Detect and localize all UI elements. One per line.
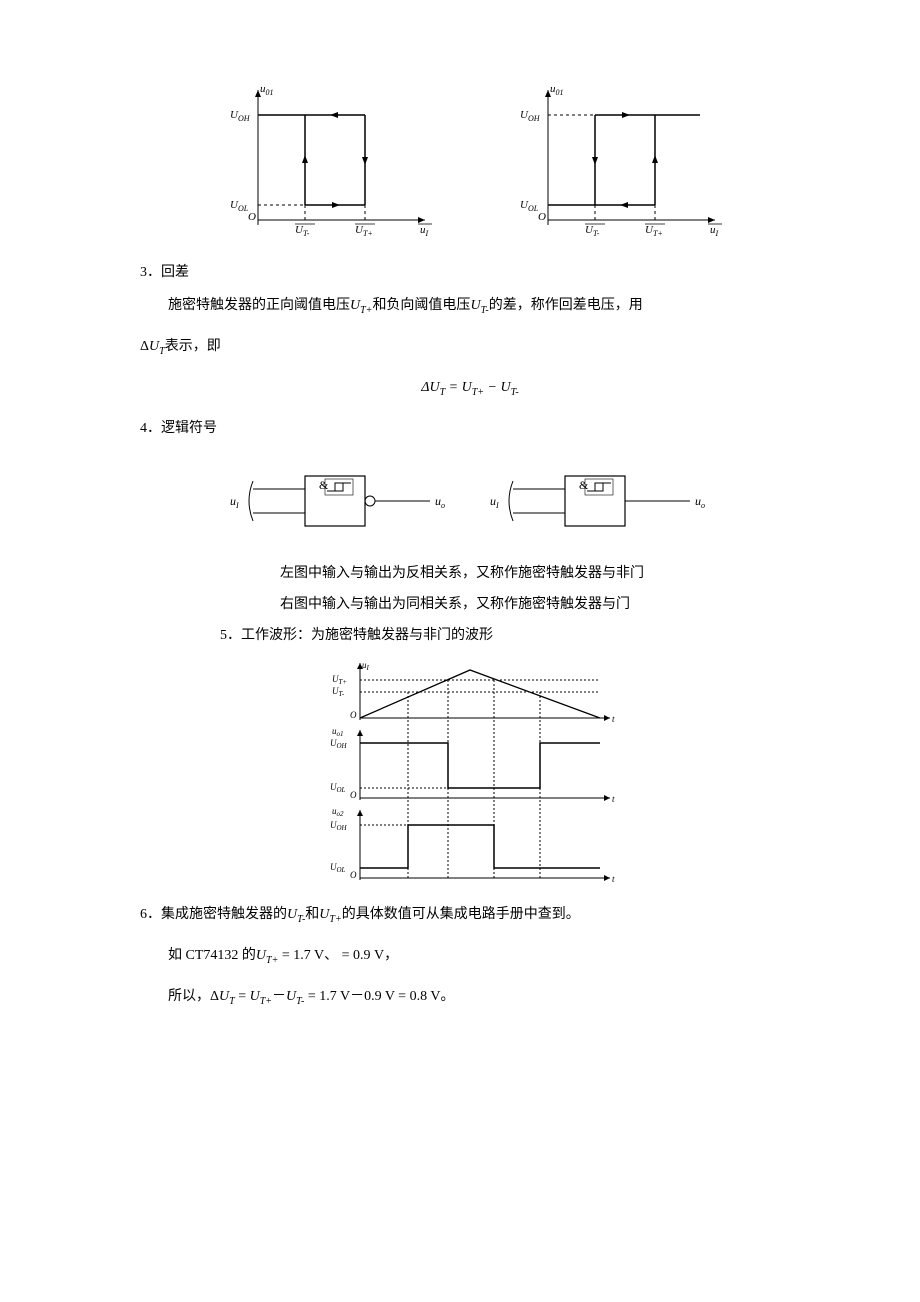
sec6-heading: 6．集成施密特触发器的UT-和UT+的具体数值可从集成电路手册中查到。 [140, 902, 800, 929]
svg-text:uI: uI [490, 494, 499, 510]
svg-text:uo2: uo2 [332, 806, 344, 818]
svg-text:uI: uI [710, 224, 719, 238]
svg-text:t: t [612, 794, 615, 804]
svg-text:uI: uI [230, 494, 239, 510]
svg-text:uI: uI [362, 660, 370, 672]
logic-symbol-row: uI & uo uI & uo [140, 461, 800, 541]
svg-text:u01: u01 [260, 83, 274, 97]
sec4-caption2: 右图中输入与输出为同相关系，又称作施密特触发器与门 [140, 592, 800, 617]
svg-text:UT-: UT- [332, 686, 345, 698]
svg-text:O: O [248, 211, 256, 223]
sec4-heading: 4．逻辑符号 [140, 416, 800, 441]
svg-text:&: & [579, 478, 589, 492]
sec6-line1: 如 CT74132 的UT+ = 1.7 V、 = 0.9 V， [140, 943, 800, 970]
svg-text:&: & [319, 478, 329, 492]
svg-text:UOL: UOL [330, 782, 346, 794]
svg-text:UOL: UOL [520, 199, 539, 213]
sec6-line2: 所以，ΔUT = UT+－UT- = 1.7 V－0.9 V = 0.8 V。 [140, 984, 800, 1011]
sec4-caption1: 左图中输入与输出为反相关系，又称作施密特触发器与非门 [140, 561, 800, 586]
sec5-heading: 5．工作波形：为施密特触发器与非门的波形 [140, 623, 800, 648]
svg-text:t: t [612, 874, 615, 884]
svg-text:O: O [350, 790, 357, 800]
svg-text:UOH: UOH [330, 738, 348, 750]
svg-text:UT+: UT+ [645, 224, 663, 238]
svg-text:UOL: UOL [330, 862, 346, 874]
svg-text:UT+: UT+ [332, 674, 347, 686]
schmitt-nand-symbol: uI & uo [225, 461, 455, 541]
svg-text:O: O [538, 211, 546, 223]
svg-text:UT-: UT- [295, 224, 310, 238]
sec3-heading: 3．回差 [140, 260, 800, 285]
schmitt-and-symbol: uI & uo [485, 461, 715, 541]
hysteresis-diagram-row: u01 UOH UOL O UT- UT+ uI [140, 80, 800, 240]
sec3-delta-line: ΔUT表示，即 [140, 334, 800, 361]
svg-text:uo: uo [695, 494, 705, 510]
sec3-para: 施密特触发器的正向阈值电压UT+和负向阈值电压UT-的差，称作回差电压，用 [140, 293, 800, 320]
svg-text:UT+: UT+ [355, 224, 373, 238]
hysteresis-diagram-2: u01 UOH UOL O UT- UT+ uI [500, 80, 730, 240]
hysteresis-diagram-1: u01 UOH UOL O UT- UT+ uI [210, 80, 440, 240]
svg-text:UOL: UOL [230, 199, 249, 213]
svg-text:UOH: UOH [520, 109, 541, 123]
svg-text:UOH: UOH [330, 820, 348, 832]
svg-text:uI: uI [420, 224, 429, 238]
svg-text:t: t [612, 714, 615, 724]
sec3-formula: ΔUT = UT+ − UT- [140, 375, 800, 402]
svg-text:UOH: UOH [230, 109, 251, 123]
svg-text:u01: u01 [550, 83, 564, 97]
svg-text:uo: uo [435, 494, 445, 510]
svg-text:UT-: UT- [585, 224, 600, 238]
svg-text:uo1: uo1 [332, 726, 344, 738]
waveform-diagram: uI UT+ UT- O t uo1 UOH UOL O t [140, 658, 800, 888]
svg-text:O: O [350, 710, 357, 720]
svg-text:O: O [350, 870, 357, 880]
